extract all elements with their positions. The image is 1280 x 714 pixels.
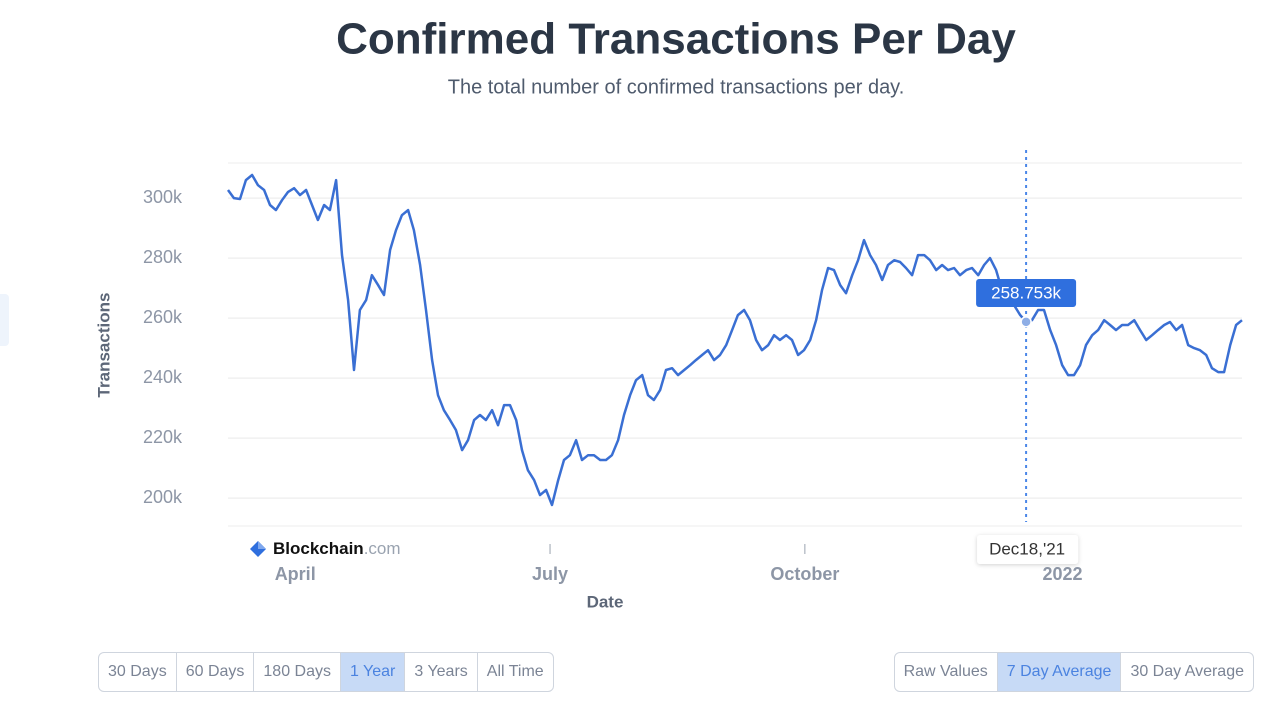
option-button[interactable]: 1 Year xyxy=(341,653,406,691)
option-button[interactable]: 30 Day Average xyxy=(1130,663,1244,680)
date-label: Dec18,'21 xyxy=(989,539,1065,558)
average-buttons: Raw Values 7 Day Average 30 Day Average xyxy=(893,652,1254,692)
date-box xyxy=(977,535,1079,564)
x-tick-label: October xyxy=(770,564,839,584)
y-tick-label: 280k xyxy=(143,247,183,267)
y-tick-label: 300k xyxy=(143,187,183,207)
brand-name: Blockchain xyxy=(273,539,364,558)
y-axis-label: Transactions xyxy=(94,293,113,398)
x-tick-label: 2022 xyxy=(1042,564,1082,584)
y-tick-label: 240k xyxy=(143,367,183,387)
y-tick-label: 260k xyxy=(143,307,183,327)
x-tick-label: July xyxy=(532,564,568,584)
option-button[interactable]: 60 Days xyxy=(177,653,255,691)
brand-icon xyxy=(258,541,266,549)
brand-name: Blockchain.com xyxy=(273,539,401,558)
side-tab xyxy=(0,294,9,346)
data-line xyxy=(226,173,1243,507)
option-button[interactable]: All Time xyxy=(486,663,544,680)
tooltip-box xyxy=(976,279,1077,307)
brand-suffix: .com xyxy=(364,539,401,558)
option-button[interactable]: 7 Day Average xyxy=(997,653,1122,691)
option-button[interactable]: 30 Days xyxy=(99,653,177,691)
option-button[interactable]: 3 Years xyxy=(405,653,478,691)
y-tick-label: 220k xyxy=(143,427,183,447)
brand: Blockchain.com xyxy=(250,539,401,558)
x-tick-label: April xyxy=(275,564,316,584)
x-axis-label: Date xyxy=(587,592,624,611)
option-button[interactable]: 180 Days xyxy=(254,653,341,691)
range-buttons: 30 Days 60 Days 180 Days 1 Year 3 Years All T… xyxy=(98,652,554,692)
chart-subtitle: The total number of confirmed transactio… xyxy=(448,76,905,98)
tooltip-value: 258.753k xyxy=(991,283,1061,302)
y-tick-label: 200k xyxy=(143,487,183,507)
chart-title: Confirmed Transactions Per Day xyxy=(336,15,1016,64)
cursor-point xyxy=(1020,316,1032,328)
option-button[interactable]: Raw Values xyxy=(895,653,998,691)
